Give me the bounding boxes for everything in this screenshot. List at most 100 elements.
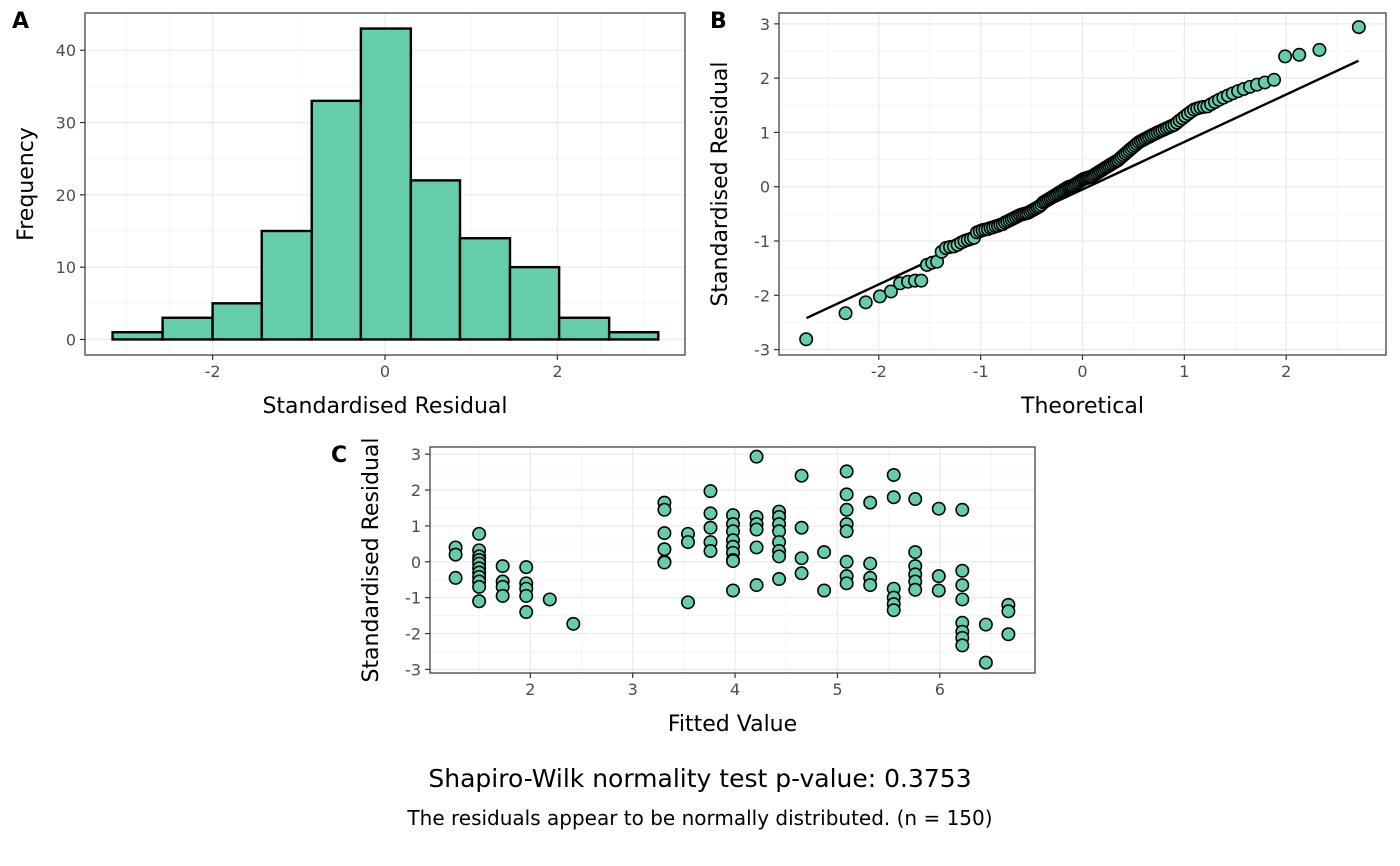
- residual-point: [886, 467, 901, 482]
- histogram-bar: [607, 331, 660, 341]
- residual-point: [657, 542, 672, 557]
- residual-point: [794, 468, 809, 483]
- y-tick-label: -3: [754, 341, 770, 360]
- residual-point: [680, 595, 695, 610]
- histogram-bar: [508, 265, 561, 341]
- x-tick-label: 2: [525, 680, 535, 699]
- residual-point: [657, 555, 672, 570]
- y-tick-label: 1: [411, 517, 421, 536]
- y-tick-label: 10: [56, 258, 76, 277]
- shapiro-wilk-title: Shapiro-Wilk normality test p-value: 0.3…: [428, 764, 972, 793]
- residual-point: [863, 495, 878, 510]
- y-tick-label: 3: [411, 445, 421, 464]
- residual-point: [978, 617, 993, 632]
- residual-point: [863, 578, 878, 593]
- residual-point: [726, 554, 741, 569]
- qq-reference-line: [805, 59, 1360, 320]
- y-axis-title: Standardised Residual: [708, 61, 733, 306]
- residual-point: [680, 535, 695, 550]
- qq-point: [1267, 72, 1282, 87]
- residual-point: [495, 588, 510, 603]
- residual-point: [749, 449, 764, 464]
- residual-point: [794, 551, 809, 566]
- histogram-bar: [310, 99, 363, 341]
- residual-point: [955, 638, 970, 653]
- residual-point: [1001, 604, 1016, 619]
- histogram-bar: [557, 316, 611, 341]
- x-tick-label: 0: [380, 362, 390, 381]
- x-tick-label: -2: [205, 362, 221, 381]
- residual-point: [703, 506, 718, 521]
- residual-point: [749, 578, 764, 593]
- y-tick-label: 20: [56, 186, 76, 205]
- x-tick-label: 4: [730, 680, 740, 699]
- y-tick-label: -1: [754, 232, 770, 251]
- y-tick-label: -2: [754, 286, 770, 305]
- residual-point: [794, 566, 809, 581]
- y-tick-label: 30: [56, 114, 76, 133]
- residual-point: [749, 522, 764, 537]
- residual-point: [931, 569, 946, 584]
- x-tick-label: 2: [1281, 362, 1291, 381]
- histogram-bar: [458, 237, 512, 341]
- y-tick-label: 0: [760, 178, 770, 197]
- residuals-vs-fitted-panel: 2 3 4 5 6 -3 -2 -1 0 1 2 3 Fitted Value Standardised …: [331, 437, 1036, 737]
- residual-point: [703, 484, 718, 499]
- residual-point: [472, 579, 487, 594]
- residual-point: [1001, 627, 1016, 642]
- residual-point: [978, 655, 993, 670]
- residual-point: [839, 487, 854, 502]
- residual-point: [519, 605, 534, 620]
- x-tick-label: 1: [1179, 362, 1189, 381]
- residual-point: [931, 583, 946, 598]
- y-tick-label: -1: [405, 589, 421, 608]
- x-tick-label: -1: [973, 362, 989, 381]
- histogram-bar: [260, 229, 313, 341]
- residual-point: [772, 572, 787, 587]
- residual-point: [542, 592, 557, 607]
- x-axis-title: Standardised Residual: [262, 394, 507, 419]
- residual-point: [472, 526, 487, 541]
- qq-plot-panel: -2 -1 0 1 2 -3 -2 -1 0 1 2 3 Theoretical Standardised…: [708, 9, 1387, 419]
- x-axis-title: Theoretical: [1020, 394, 1144, 419]
- residual-point: [839, 502, 854, 517]
- y-tick-label: 40: [56, 41, 76, 60]
- y-tick-label: 3: [760, 15, 770, 34]
- y-tick-label: 0: [411, 553, 421, 572]
- residual-point: [817, 545, 832, 560]
- residual-point: [726, 583, 741, 598]
- residual-point: [794, 520, 809, 535]
- y-axis-title: Standardised Residual: [359, 437, 384, 682]
- panel-tag: C: [331, 443, 347, 468]
- histogram-bar: [111, 331, 164, 341]
- qq-point: [1292, 47, 1307, 62]
- residual-point: [703, 544, 718, 559]
- x-tick-label: -2: [871, 362, 887, 381]
- qq-point: [1312, 42, 1327, 57]
- histogram-bar: [409, 179, 462, 341]
- residual-point: [839, 464, 854, 479]
- residual-point: [519, 560, 534, 575]
- residual-point: [657, 502, 672, 517]
- panel-frame: [429, 446, 1036, 674]
- residual-point: [908, 582, 923, 597]
- residual-point: [886, 490, 901, 505]
- residual-point: [519, 588, 534, 603]
- histogram-bar: [359, 27, 413, 341]
- residual-point: [472, 594, 487, 609]
- residual-point: [495, 559, 510, 574]
- residual-point: [931, 501, 946, 516]
- residual-point: [908, 492, 923, 507]
- residual-point: [839, 576, 854, 591]
- x-tick-label: 6: [935, 680, 945, 699]
- qq-point: [1351, 20, 1366, 35]
- residual-point: [886, 603, 901, 618]
- residual-point: [657, 526, 672, 541]
- residual-point: [955, 578, 970, 593]
- residual-point: [817, 583, 832, 598]
- x-tick-label: 2: [552, 362, 562, 381]
- panel-tag: A: [12, 9, 29, 34]
- qq-point: [858, 295, 873, 310]
